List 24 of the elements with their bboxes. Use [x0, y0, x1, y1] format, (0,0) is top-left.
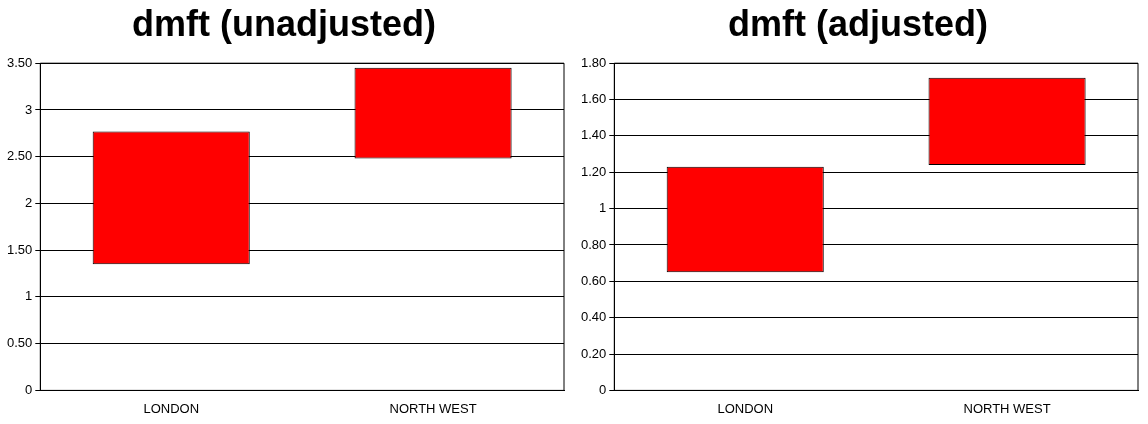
x-tick-label: LONDON — [717, 400, 774, 416]
x-tick-label: NORTH WEST — [963, 400, 1051, 416]
y-tick-label: 0.40 — [580, 309, 607, 325]
y-tick-label: 3 — [25, 101, 33, 117]
y-tick-label: 0.80 — [580, 236, 607, 252]
y-tick-label: 0.50 — [6, 335, 33, 351]
y-tick-label: 1.60 — [580, 91, 607, 107]
y-tick-label: 1.50 — [6, 241, 33, 257]
y-tick-label: 1 — [25, 288, 33, 304]
y-tick-label: 0 — [599, 381, 607, 397]
x-tick-label: NORTH WEST — [389, 400, 477, 416]
y-tick-label: 2.50 — [6, 148, 33, 164]
chart-title: dmft (unadjusted) — [132, 2, 436, 44]
y-tick-label: 1.20 — [580, 163, 607, 179]
x-tick-label: LONDON — [143, 400, 200, 416]
y-tick-label: 1.80 — [580, 54, 607, 70]
y-tick-label: 0 — [25, 381, 33, 397]
y-tick-label: 1 — [599, 200, 607, 216]
y-tick-label: 0.20 — [580, 345, 607, 361]
y-tick-label: 1.40 — [580, 127, 607, 143]
y-tick-label: 0.60 — [580, 272, 607, 288]
y-tick-label: 3.50 — [6, 54, 33, 70]
chart-title: dmft (adjusted) — [728, 2, 988, 44]
y-tick-label: 2 — [25, 195, 33, 211]
